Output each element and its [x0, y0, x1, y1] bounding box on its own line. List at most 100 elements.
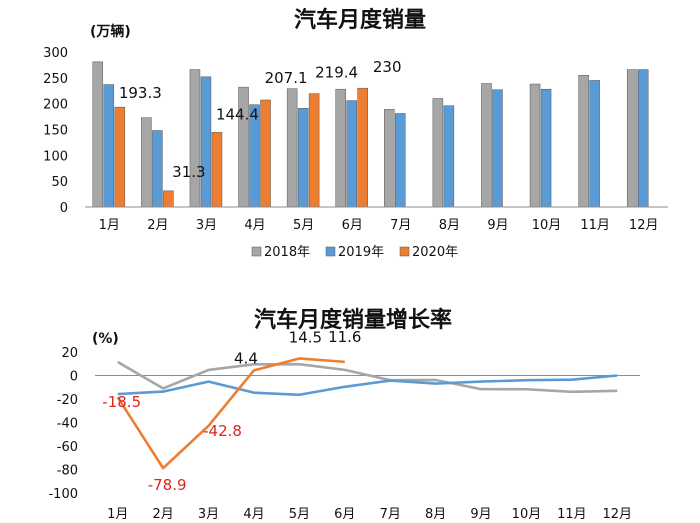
- bar-y-tick-5: 250: [43, 72, 68, 87]
- bar-chart-unit-label: (万辆): [90, 23, 131, 40]
- bar-2018年-2月: [141, 117, 152, 208]
- bar-x-tick-7: 8月: [439, 218, 460, 233]
- line-y-tick-5: 0: [70, 370, 78, 385]
- line-chart-x-axis: 1月 2月 3月 4月 5月 6月 7月 8月 9月 10月 11月 12月: [107, 507, 632, 522]
- bar-y-tick-3: 150: [43, 124, 68, 139]
- bar-2018年-7月: [384, 109, 395, 208]
- line-y-tick-1: -80: [57, 464, 78, 479]
- bar-2018年-5月: [286, 88, 298, 208]
- line-chart-title: 汽车月度销量增长率: [254, 307, 452, 333]
- line-data-label-3: 4.4: [234, 349, 258, 367]
- line-y-tick-2: -60: [57, 440, 78, 455]
- line-x-tick-4: 5月: [289, 507, 310, 522]
- bar-x-tick-1: 2月: [147, 218, 168, 233]
- line-series-2020年: [116, 357, 345, 470]
- bar-2020年-1月: [114, 106, 126, 208]
- line-data-label-0: -18.5: [102, 393, 141, 411]
- legend-label-0: 2018年: [264, 245, 310, 260]
- line-x-tick-0: 1月: [107, 507, 128, 522]
- line-x-tick-6: 7月: [380, 507, 401, 522]
- bar-2018年-12月: [626, 69, 638, 208]
- bar-2020年-4月: [260, 99, 271, 208]
- bar-2019年-5月: [297, 108, 309, 208]
- line-chart-unit-label: (%): [92, 331, 119, 347]
- bar-2019年-8月: [443, 105, 455, 208]
- bar-2018年-6月: [335, 88, 346, 208]
- legend-swatch-1: [325, 246, 336, 257]
- line-y-tick-4: -20: [57, 393, 78, 408]
- line-y-tick-3: -40: [57, 417, 78, 432]
- bar-y-tick-1: 50: [51, 175, 68, 190]
- bar-chart-x-axis: 1月 2月 3月 4月 5月 6月 7月 8月 9月 10月 11月 12月: [99, 218, 659, 233]
- bar-chart-title: 汽车月度销量: [294, 7, 426, 33]
- bar-data-label-3: 207.1: [265, 69, 308, 87]
- bar-chart-legend: 2018年 2019年 2020年: [251, 245, 458, 260]
- bar-data-label-0: 193.3: [119, 84, 162, 102]
- line-y-tick-0: -100: [48, 487, 78, 502]
- line-data-label-5: 11.6: [328, 328, 361, 346]
- bar-x-tick-9: 10月: [532, 218, 562, 233]
- bar-2018年-1月: [92, 61, 104, 208]
- legend-label-1: 2019年: [338, 245, 384, 260]
- line-x-tick-8: 9月: [470, 507, 491, 522]
- bar-x-tick-10: 11月: [580, 218, 610, 233]
- bar-2019年-10月: [540, 88, 552, 208]
- line-chart-series: [116, 357, 618, 470]
- bar-2020年-5月: [308, 93, 320, 208]
- line-data-label-4: 14.5: [289, 328, 322, 346]
- line-x-tick-9: 10月: [512, 507, 542, 522]
- bar-x-tick-6: 7月: [390, 218, 411, 233]
- legend-label-2: 2020年: [412, 245, 458, 260]
- bar-2018年-8月: [432, 98, 444, 208]
- bar-2019年-6月: [346, 100, 357, 208]
- bar-chart-y-axis: 0 50 100 150 200 250 300: [43, 46, 68, 216]
- line-x-tick-2: 3月: [198, 507, 219, 522]
- monthly-growth-line-chart: 汽车月度销量增长率 (%) -100 -80 -60 -40 -20 0 20 1月 2月 3月…: [48, 307, 640, 522]
- line-y-tick-6: 20: [61, 346, 78, 361]
- bar-2019年-1月: [103, 84, 115, 208]
- bar-2019年-11月: [589, 80, 600, 208]
- bar-2018年-9月: [481, 83, 492, 208]
- line-x-tick-7: 8月: [425, 507, 446, 522]
- bar-x-tick-2: 3月: [196, 218, 217, 233]
- line-series-2019年: [117, 374, 618, 397]
- bar-data-label-2: 144.4: [216, 105, 259, 123]
- bar-2020年-6月: [357, 87, 368, 208]
- bar-data-label-4: 219.4: [315, 64, 358, 82]
- line-x-tick-1: 2月: [152, 507, 173, 522]
- line-data-label-2: -42.8: [203, 422, 242, 440]
- bar-2020年-2月: [163, 190, 174, 208]
- bar-x-tick-4: 5月: [293, 218, 314, 233]
- bar-chart-data-labels: 193.3 31.3 144.4 207.1 219.4 230: [119, 58, 402, 181]
- bar-y-tick-6: 300: [43, 46, 68, 61]
- bar-2019年-3月: [200, 76, 212, 208]
- bar-x-tick-3: 4月: [244, 218, 265, 233]
- bar-y-tick-4: 200: [43, 98, 68, 113]
- line-x-tick-11: 12月: [603, 507, 633, 522]
- bar-chart-bars: [92, 61, 649, 208]
- bar-x-tick-8: 9月: [487, 218, 508, 233]
- bar-2018年-10月: [529, 83, 541, 208]
- line-x-tick-10: 11月: [557, 507, 587, 522]
- bar-data-label-5: 230: [373, 58, 402, 76]
- bar-data-label-1: 31.3: [172, 163, 205, 181]
- bar-2019年-2月: [152, 130, 163, 208]
- line-series-2018年: [117, 360, 618, 394]
- legend-swatch-2: [399, 246, 410, 257]
- legend-swatch-0: [251, 246, 262, 257]
- line-chart-data-labels: -18.5 -78.9 -42.8 4.4 14.5 11.6: [102, 328, 361, 494]
- bar-x-tick-11: 12月: [629, 218, 659, 233]
- line-data-label-1: -78.9: [148, 476, 187, 494]
- bar-2019年-9月: [492, 89, 503, 208]
- bar-2019年-12月: [637, 69, 649, 208]
- bar-2020年-3月: [211, 132, 223, 208]
- bar-x-tick-5: 6月: [342, 218, 363, 233]
- monthly-sales-bar-chart: 汽车月度销量 (万辆) 0 50 100 150 200 250 300 1月 2月 3月 4月 5…: [43, 7, 668, 260]
- line-x-tick-3: 4月: [243, 507, 264, 522]
- bar-x-tick-0: 1月: [99, 218, 120, 233]
- bar-2019年-7月: [395, 113, 406, 208]
- bar-y-tick-2: 100: [43, 149, 68, 164]
- bar-y-tick-0: 0: [60, 201, 68, 216]
- line-x-tick-5: 6月: [334, 507, 355, 522]
